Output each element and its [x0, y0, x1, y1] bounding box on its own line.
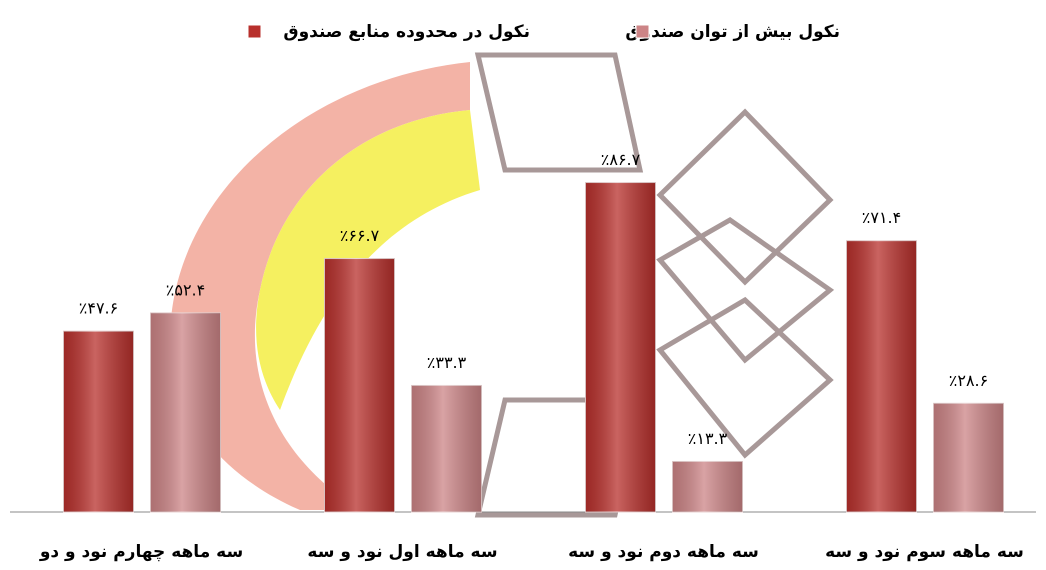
background-decoration — [170, 52, 835, 518]
x-tick-label: سه ماهه دوم نود و سه — [568, 542, 759, 562]
bar-shine — [933, 403, 1004, 512]
bar-shine — [585, 182, 656, 513]
x-tick-label: سه ماهه سوم نود و سه — [825, 542, 1024, 562]
data-label: ٪۵۲.۴ — [166, 280, 205, 299]
legend-swatch — [247, 24, 262, 39]
x-tick-label: سه ماهه اول نود و سه — [307, 542, 497, 562]
data-label: ٪۸۶.۷ — [601, 150, 641, 169]
legend-label: نکول در محدوده منابع صندوق — [283, 22, 530, 42]
bar-shine — [846, 240, 917, 512]
bar-shine — [324, 258, 395, 512]
data-label: ٪۳۳.۳ — [427, 353, 467, 372]
data-label: ٪۴۷.۶ — [79, 299, 118, 318]
data-label: ٪۶۶.۷ — [340, 226, 380, 245]
bar-shine — [150, 312, 221, 512]
x-tick-label: سه ماهه چهارم نود و دو — [39, 542, 243, 562]
data-label: ٪۱۳.۳ — [688, 429, 728, 448]
bar-shine — [63, 331, 134, 512]
data-label: ٪۲۸.۶ — [949, 371, 988, 390]
bar-shine — [672, 461, 743, 512]
bar-shine — [411, 385, 482, 512]
data-label: ٪۷۱.۴ — [862, 208, 901, 227]
legend-swatch — [635, 24, 650, 39]
legend-label: نکول بیش از توان صندوق — [625, 22, 840, 42]
